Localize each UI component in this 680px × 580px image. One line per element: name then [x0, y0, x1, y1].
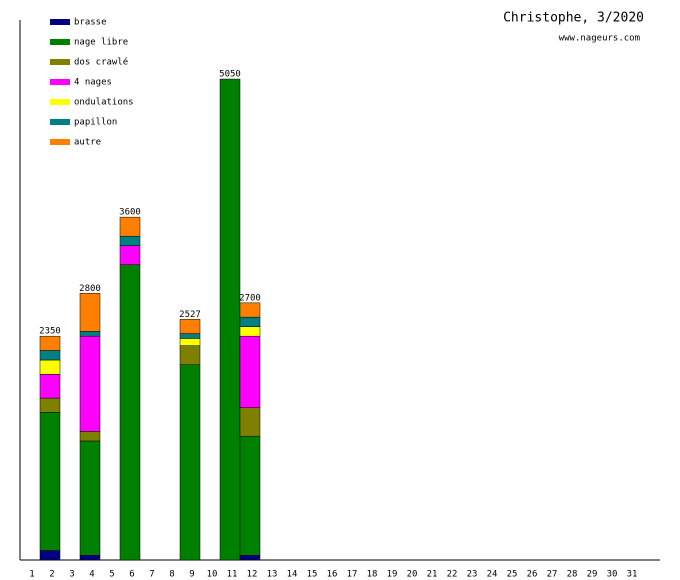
bar-segment — [79, 440, 101, 556]
x-tick-label: 10 — [207, 570, 218, 580]
legend-swatch — [50, 99, 70, 105]
x-tick-label: 15 — [307, 570, 318, 580]
bar-segment — [239, 326, 261, 337]
bar-segment — [119, 235, 141, 246]
bar-segment — [239, 554, 261, 561]
total-label: 2350 — [39, 327, 61, 337]
bar-segment — [179, 338, 201, 346]
legend-label: autre — [74, 138, 101, 148]
bar-segment — [79, 293, 101, 332]
bar-segment — [79, 554, 101, 561]
legend-swatch — [50, 59, 70, 65]
bar-segment — [39, 412, 61, 551]
legend-label: papillon — [74, 118, 117, 128]
bar-segment — [239, 316, 261, 327]
bar-segment — [179, 319, 201, 334]
x-tick-label: 7 — [149, 570, 154, 580]
x-tick-label: 22 — [447, 570, 458, 580]
legend-label: dos crawlé — [74, 57, 128, 68]
x-tick-label: 25 — [507, 570, 518, 580]
x-tick-label: 21 — [427, 570, 438, 580]
bar-segment — [239, 435, 261, 556]
x-tick-label: 5 — [109, 570, 114, 580]
bar-segment — [39, 374, 61, 399]
bar-segment — [119, 264, 141, 561]
x-tick-label: 19 — [387, 570, 398, 580]
x-tick-label: 8 — [169, 570, 174, 580]
total-label: 3600 — [119, 208, 141, 218]
legend-label: ondulations — [74, 98, 134, 108]
x-tick-label: 14 — [287, 570, 298, 580]
x-tick-label: 18 — [367, 570, 378, 580]
x-tick-label: 20 — [407, 570, 418, 580]
x-tick-label: 1 — [29, 570, 34, 580]
bar-segment — [79, 431, 101, 442]
legend-swatch — [50, 139, 70, 145]
bar-segment — [219, 78, 241, 561]
total-label: 2800 — [79, 284, 101, 294]
x-tick-label: 6 — [129, 570, 134, 580]
bar-segment — [119, 245, 141, 266]
legend-swatch — [50, 19, 70, 25]
bar-segment — [79, 331, 101, 337]
bar-segment — [179, 333, 201, 339]
x-tick-label: 30 — [607, 570, 618, 580]
legend-swatch — [50, 119, 70, 125]
x-tick-label: 27 — [547, 570, 558, 580]
x-tick-label: 3 — [69, 570, 74, 580]
x-tick-label: 31 — [627, 570, 638, 580]
bar-segment — [39, 350, 61, 361]
bar-segment — [39, 335, 61, 351]
total-label: 2700 — [239, 293, 261, 303]
x-tick-label: 2 — [49, 570, 54, 580]
legend-label: 4 nages — [74, 78, 112, 88]
bar-segment — [39, 397, 61, 413]
x-tick-label: 28 — [567, 570, 578, 580]
x-tick-label: 26 — [527, 570, 538, 580]
chart-title: Christophe, 3/2020 — [503, 11, 644, 26]
x-tick-label: 9 — [189, 570, 194, 580]
x-tick-label: 23 — [467, 570, 478, 580]
x-tick-label: 24 — [487, 570, 498, 580]
bar-segment — [39, 359, 61, 375]
legend-swatch — [50, 79, 70, 85]
bar-segment — [179, 364, 201, 561]
bar-segment — [239, 335, 261, 408]
bar-segment — [79, 335, 101, 432]
x-tick-label: 4 — [89, 570, 94, 580]
bar-segment — [239, 302, 261, 318]
x-tick-label: 12 — [247, 570, 258, 580]
bar-segment — [239, 407, 261, 437]
total-label: 2527 — [179, 310, 201, 320]
bar-segment — [179, 345, 201, 366]
legend-label: nage libre — [74, 38, 128, 48]
legend-label: brasse — [74, 18, 107, 28]
x-tick-label: 29 — [587, 570, 598, 580]
legend-swatch — [50, 39, 70, 45]
chart-subtitle: www.nageurs.com — [559, 34, 640, 44]
bar-segment — [39, 550, 61, 561]
bar-segment — [119, 216, 141, 237]
total-label: 5050 — [219, 70, 241, 80]
x-tick-label: 17 — [347, 570, 358, 580]
x-tick-label: 11 — [227, 570, 238, 580]
x-tick-label: 13 — [267, 570, 278, 580]
x-tick-label: 16 — [327, 570, 338, 580]
